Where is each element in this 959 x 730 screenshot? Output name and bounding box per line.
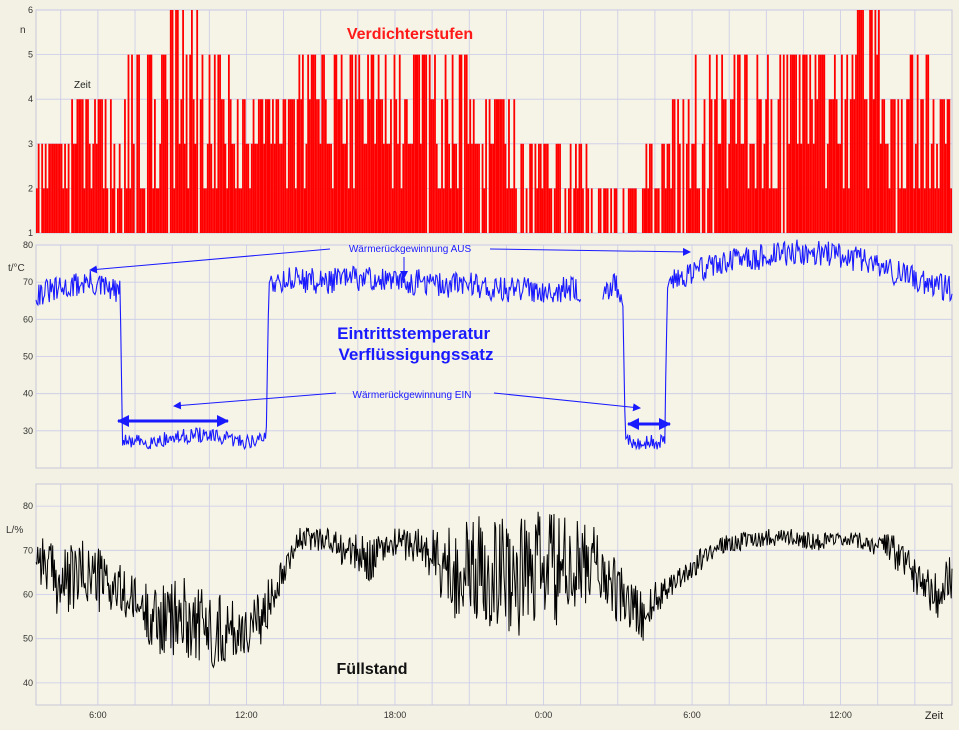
grid [36,484,952,705]
y-tick-label: 70 [23,277,33,287]
panel-fuellstand: 40 50 60 70 80 6:00 12:00 18:00 0:00 6:00 12:00 L… [6,483,953,722]
y-axis-label: n [20,25,26,36]
x-axis-ticks: 6:00 12:00 18:00 0:00 6:00 12:00 [89,710,852,720]
x-tick-label: 12:00 [829,710,852,720]
data-marks [35,10,953,233]
x-tick-label: 6:00 [683,710,701,720]
x-tick-label: 0:00 [535,710,553,720]
y-tick-label: 60 [23,314,33,324]
chart-title: Füllstand [336,661,407,678]
y-tick-label: 40 [23,389,33,399]
annotation-wrg-aus: Wärmerückgewinnung AUS [349,244,472,255]
arrow-aus-left [89,248,331,274]
y-axis-ticks: 1 2 3 4 5 6 [28,5,33,238]
annotations: Wärmerückgewinnung AUS Wärmerückgewinnun… [89,244,691,430]
y-tick-label: 50 [23,634,33,644]
arrow-ein-left [173,392,337,410]
y-tick-label: 80 [23,501,33,511]
y-tick-label: 50 [23,352,33,362]
x-tick-label: 6:00 [89,710,107,720]
chart-title-line-2: Verflüssigungssatz [339,345,494,364]
x-tick-label: 18:00 [384,710,407,720]
chart-title: Verdichterstufen [347,26,473,43]
arrow-ein-right [493,392,641,412]
y-axis-ticks: 40 50 60 70 80 [23,501,33,688]
y-tick-label: 40 [23,678,33,688]
y-tick-label: 5 [28,50,33,60]
temperature-series-line [35,265,582,451]
chart-title: Eintrittstemperatur Verflüssigungssatz [337,324,495,364]
fill-level-series-line [35,511,953,669]
arrow-aus-right [489,247,691,256]
y-tick-label: 70 [23,545,33,555]
panel-verdichterstufen: 1 2 3 4 5 6 n Verdichterstufen Zeit [20,5,953,238]
y-axis-ticks: 30 40 50 60 70 80 [23,240,33,436]
x-tick-label: 12:00 [235,710,258,720]
data-marks [35,239,953,451]
y-tick-label: 30 [23,426,33,436]
chart-title-line-1: Eintrittstemperatur [337,324,490,343]
y-tick-label: 1 [28,228,33,238]
data-marks [35,511,953,669]
y-tick-label: 6 [28,5,33,15]
x-axis-label: Zeit [925,710,943,722]
y-tick-label: 60 [23,590,33,600]
annotation-zeit: Zeit [74,80,91,91]
y-axis-label: L/% [6,525,23,536]
temperature-series-line [602,239,953,451]
y-tick-label: 2 [28,183,33,193]
y-tick-label: 3 [28,139,33,149]
annotation-wrg-ein: Wärmerückgewinnung EIN [353,390,472,401]
panel-temperatur: 30 40 50 60 70 80 t/°C Eintrittstemperatur Ve… [8,239,953,469]
y-tick-label: 4 [28,94,33,104]
y-tick-label: 80 [23,240,33,250]
y-axis-label: t/°C [8,263,25,274]
